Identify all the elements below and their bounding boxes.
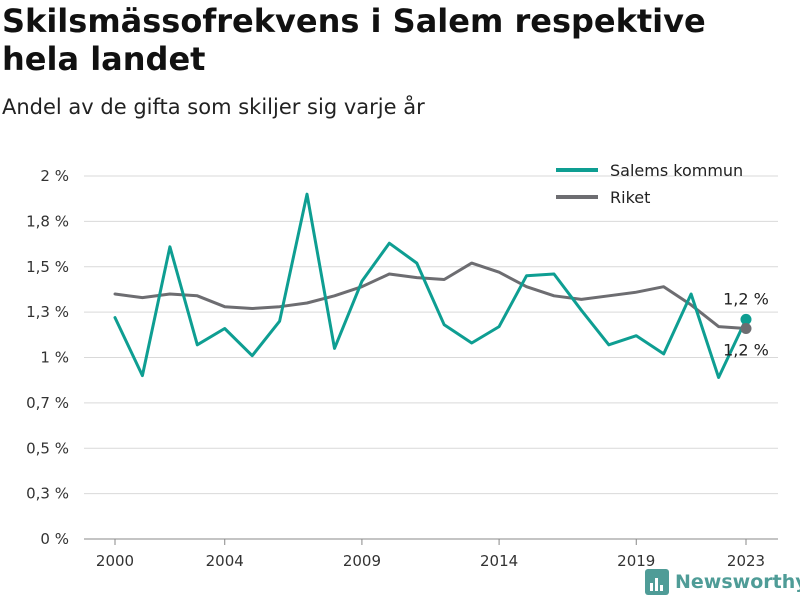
brand-logo: Newsworthy (645, 569, 800, 595)
y-tick-label: 1,3 % (26, 303, 69, 321)
brand-name: Newsworthy (675, 571, 800, 593)
y-tick-label: 0,3 % (26, 485, 69, 503)
x-tick-label: 2009 (343, 552, 381, 570)
x-tick-label: 2014 (480, 552, 518, 570)
end-value-label: 1,2 % (723, 289, 769, 308)
chart-subtitle: Andel av de gifta som skiljer sig varje … (2, 95, 425, 119)
legend-label: Salems kommun (610, 161, 743, 180)
end-point-riket (740, 322, 752, 334)
y-tick-label: 1,5 % (26, 258, 69, 276)
x-tick-label: 2000 (96, 552, 134, 570)
series-lines: 1,2 % 1,2 % (113, 192, 769, 379)
series-line-riket (113, 261, 748, 330)
grid-lines (84, 175, 778, 540)
chart-title: Skilsmässofrekvens i Salem respektive he… (2, 2, 706, 78)
end-value-label: 1,2 % (723, 340, 769, 359)
x-tick-label: 2004 (206, 552, 244, 570)
series-line-salem (113, 192, 748, 379)
y-tick-label: 0 % (40, 530, 69, 548)
y-tick-label: 2 % (40, 167, 69, 185)
bar-chart-icon (645, 569, 669, 595)
legend-label: Riket (610, 188, 650, 207)
x-tick-label: 2019 (617, 552, 655, 570)
x-tick-label: 2023 (727, 552, 765, 570)
y-tick-label: 0,5 % (26, 439, 69, 457)
legend: Salems kommun Riket (556, 161, 743, 207)
y-tick-label: 1 % (40, 349, 69, 367)
y-tick-label: 1,8 % (26, 212, 69, 230)
y-tick-label: 0,7 % (26, 394, 69, 412)
end-point-salem (740, 313, 752, 325)
axes: 0 % 0,3 % 0,5 % 0,7 % 1 % 1,3 % 1,5 % 1,8 % 2 % 2… (26, 167, 765, 570)
